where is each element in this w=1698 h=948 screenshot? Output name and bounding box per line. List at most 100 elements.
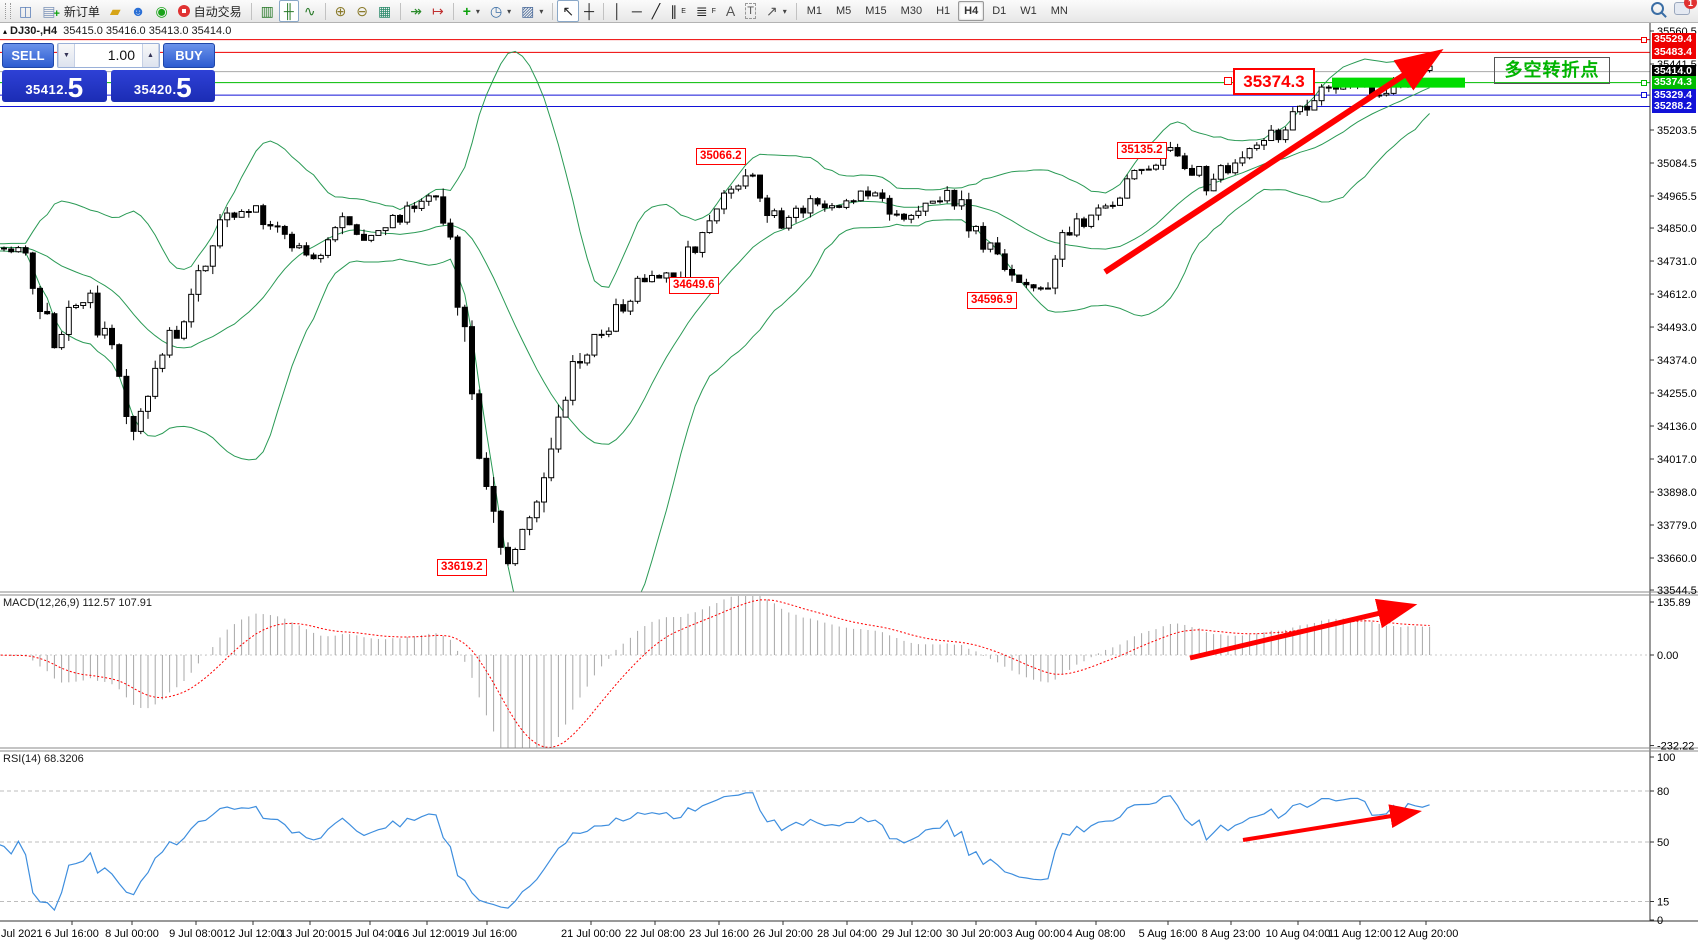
templates-button[interactable]: ▨ ▾ <box>516 0 548 22</box>
autotrading-stop-icon <box>177 5 190 17</box>
channel-button[interactable]: ∥ E <box>665 0 691 22</box>
macd-indicator-label: MACD(12,26,9) 112.57 107.91 <box>3 597 153 609</box>
axis-tick-label: 34017.0 <box>1657 454 1697 466</box>
bar-chart-button[interactable]: ▥ <box>256 0 279 22</box>
timeframe-d1[interactable]: D1 <box>992 5 1007 17</box>
fibo-f-label: F <box>711 7 716 15</box>
axis-tick-label: 34374.0 <box>1657 355 1697 367</box>
time-axis-label: 21 Jul 00:00 <box>561 928 621 940</box>
candlestick-icon: ╫ <box>283 3 294 19</box>
time-axis-label: 26 Jul 20:00 <box>753 928 813 940</box>
chart-shift-button[interactable]: ↦ <box>427 0 449 22</box>
chart-window-button[interactable]: ◫ <box>14 0 37 22</box>
time-axis-label: 16 Jul 12:00 <box>397 928 457 940</box>
price-annotation-main[interactable]: 35374.3 <box>1233 68 1315 95</box>
auto-scroll-button[interactable]: ↠ <box>405 0 427 22</box>
price-scale[interactable]: 35560.535441.535203.535084.534965.534850… <box>0 23 1698 927</box>
candlestick-chart-button[interactable]: ╫ <box>278 0 299 22</box>
rsi-pane[interactable] <box>0 790 1650 912</box>
tile-windows-button[interactable]: ▦ <box>373 0 396 22</box>
signals-button[interactable]: ◉ <box>150 0 172 22</box>
sell-price-big-digit: 5 <box>67 72 84 103</box>
autotrading-button[interactable]: 自动交易 <box>173 0 247 22</box>
timeframe-m15[interactable]: M15 <box>865 5 887 17</box>
cursor-tool-button[interactable]: ↖ <box>557 0 580 22</box>
candles <box>1 62 1433 566</box>
trend-arrow-main[interactable] <box>1103 49 1444 275</box>
trendline-button[interactable]: ╱ <box>647 0 665 22</box>
auto-scroll-icon: ↠ <box>410 3 422 19</box>
buy-price-tile[interactable]: 35420. 5 <box>110 70 215 103</box>
axis-tick-label: 100 <box>1657 752 1675 764</box>
line-handle[interactable] <box>1641 36 1647 43</box>
time-axis-label: Jul 2021 <box>1 928 43 940</box>
volume-increase-button[interactable]: ▲ <box>142 44 159 67</box>
zoom-out-button[interactable]: ⊖ <box>351 0 373 22</box>
sell-price-tile[interactable]: 35412. 5 <box>2 70 107 102</box>
turning-point-annotation[interactable]: 多空转折点 <box>1494 57 1610 84</box>
time-axis-label: 15 Jul 04:00 <box>340 928 400 940</box>
trend-arrow-rsi[interactable] <box>1242 804 1422 842</box>
buy-button[interactable]: BUY <box>163 43 215 68</box>
timeframe-m30[interactable]: M30 <box>900 5 923 17</box>
notification-badge: 1 <box>1684 0 1697 9</box>
community-button[interactable]: ☻ <box>126 0 151 22</box>
axis-tick-label: -232.22 <box>1657 741 1694 753</box>
trendline-icon: ╱ <box>651 3 661 19</box>
rsi-line <box>0 792 1430 912</box>
time-axis-label: 13 Jul 20:00 <box>280 928 340 940</box>
macd-pane[interactable] <box>0 592 1650 770</box>
notifications-button[interactable]: 1 <box>1674 0 1697 15</box>
price-annotation[interactable]: 35135.2 <box>1117 142 1167 159</box>
indicators-button[interactable]: + ▾ <box>458 0 485 22</box>
timeframe-h1[interactable]: H1 <box>936 5 951 17</box>
axis-tick-label: 34850.0 <box>1657 223 1697 235</box>
volume-decrease-button[interactable]: ▼ <box>58 44 75 67</box>
trend-arrow-macd[interactable] <box>1189 598 1418 661</box>
text-tool-button[interactable]: A <box>721 0 740 22</box>
timeframe-h4[interactable]: H4 <box>958 1 985 21</box>
text-label-tool-button[interactable]: T <box>740 0 761 22</box>
axis-tick-label: 35203.5 <box>1657 125 1697 137</box>
sell-button[interactable]: SELL <box>2 43 54 68</box>
ohlc-readout: 35415.0 35416.0 35413.0 35414.0 <box>63 25 232 37</box>
search-button[interactable] <box>1651 2 1667 18</box>
horizontal-line-button[interactable]: ─ <box>627 0 647 22</box>
time-axis-label: 8 Aug 23:00 <box>1202 928 1261 940</box>
new-order-button[interactable]: ▤ + 新订单 <box>37 0 105 22</box>
zoom-in-button[interactable]: ⊕ <box>330 0 352 22</box>
buy-price: 35420 <box>133 82 173 97</box>
line-chart-button[interactable]: ∿ <box>299 0 321 22</box>
price-annotation[interactable]: 35066.2 <box>696 148 746 165</box>
price-annotation[interactable]: 33619.2 <box>437 559 487 576</box>
axis-price-label: 35374.3 <box>1652 76 1696 90</box>
timeframe-mn[interactable]: MN <box>1050 5 1068 17</box>
timeframe-w1[interactable]: W1 <box>1020 5 1037 17</box>
price-annotation[interactable]: 34596.9 <box>967 292 1017 309</box>
line-handle[interactable] <box>1641 79 1647 86</box>
new-order-label: 新订单 <box>63 4 100 19</box>
annotation-handle[interactable] <box>1224 77 1232 85</box>
time-scale[interactable]: Jul 2021 6 Jul 16:00 8 Jul 00:00 9 Jul 08:0… <box>1 921 1458 940</box>
fibonacci-button[interactable]: ≣ F <box>691 0 721 22</box>
macd-signal-value: 107.91 <box>118 597 153 609</box>
arrows-tool-button[interactable]: ↗ ▾ <box>761 0 792 22</box>
buy-price-big-digit: 5 <box>176 72 192 103</box>
main-price-pane[interactable] <box>0 39 1650 668</box>
vertical-line-button[interactable]: │ <box>608 0 627 22</box>
toolbar-grip[interactable] <box>5 3 11 19</box>
timeframe-m5[interactable]: M5 <box>835 5 852 17</box>
volume-input[interactable]: 1.00 <box>107 47 135 63</box>
axis-tick-label: 0.00 <box>1657 650 1678 662</box>
line-handle[interactable] <box>1641 92 1647 99</box>
arrows-icon: ↗ <box>765 3 778 19</box>
price-annotation[interactable]: 34649.6 <box>669 277 719 294</box>
deposit-button[interactable]: ▰ <box>105 0 126 22</box>
time-axis-label: 3 Aug 00:00 <box>1007 928 1066 940</box>
periods-button[interactable]: ◷ ▾ <box>485 0 516 22</box>
timeframe-m1[interactable]: M1 <box>806 5 822 17</box>
bollinger-band-u <box>0 50 1430 288</box>
axis-tick-label: 33544.5 <box>1657 585 1697 597</box>
crosshair-tool-button[interactable]: ┼ <box>579 0 599 22</box>
